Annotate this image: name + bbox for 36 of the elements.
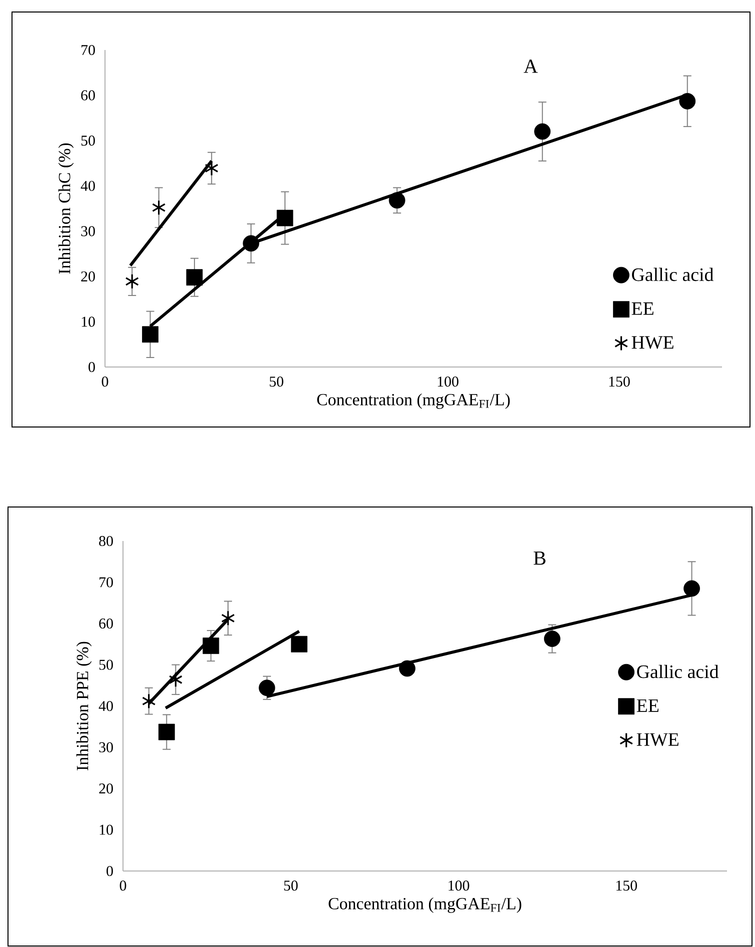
y-tick-label: 0 bbox=[88, 362, 95, 372]
y-tick-label: 50 bbox=[81, 136, 95, 146]
x-tick-label: 150 bbox=[609, 376, 630, 387]
x-tick-label: 50 bbox=[284, 880, 298, 891]
x-tick-label: 100 bbox=[438, 376, 458, 387]
y-tick-label: 80 bbox=[99, 536, 113, 546]
y-tick-label: 10 bbox=[100, 824, 113, 835]
y-tick-label: 70 bbox=[100, 577, 113, 588]
y-axis-title: Inhibition PPE (%) bbox=[76, 642, 92, 770]
y-axis-title: Inhibition ChC (%) bbox=[58, 143, 74, 274]
x-axis-title: Concentration (mgGAE$_{FI}$/L) bbox=[317, 393, 510, 409]
x-axis-title: Concentration (mgGAE$_{FI}$/L) bbox=[328, 897, 522, 913]
y-tick-label: 10 bbox=[82, 316, 95, 327]
x-tick-label: 100 bbox=[448, 880, 470, 891]
y-tick-label: 30 bbox=[99, 742, 113, 752]
x-tick-label: 150 bbox=[616, 880, 637, 891]
y-tick-label: 60 bbox=[81, 90, 95, 100]
y-tick-label: 40 bbox=[80, 180, 95, 191]
legend-label: Gallic acid bbox=[637, 664, 719, 678]
legend-label: EE bbox=[636, 699, 658, 712]
x-tick-label: 0 bbox=[120, 880, 126, 891]
y-tick-label: 30 bbox=[81, 226, 95, 236]
y-tick-label: 60 bbox=[99, 618, 113, 629]
legend-label: HWE bbox=[632, 336, 674, 349]
y-tick-label: 20 bbox=[99, 783, 113, 794]
x-tick-label: 50 bbox=[270, 376, 284, 387]
legend-label: Gallic acid bbox=[632, 268, 714, 282]
chart-title: A bbox=[524, 60, 538, 73]
y-tick-label: 20 bbox=[81, 271, 95, 282]
y-tick-label: 70 bbox=[82, 44, 95, 56]
y-tick-label: 40 bbox=[98, 700, 113, 712]
chart-title: B bbox=[534, 552, 546, 565]
y-tick-label: 0 bbox=[106, 866, 113, 876]
legend-label: EE bbox=[632, 302, 654, 315]
y-tick-label: 50 bbox=[99, 660, 113, 670]
legend-label: HWE bbox=[636, 733, 678, 746]
